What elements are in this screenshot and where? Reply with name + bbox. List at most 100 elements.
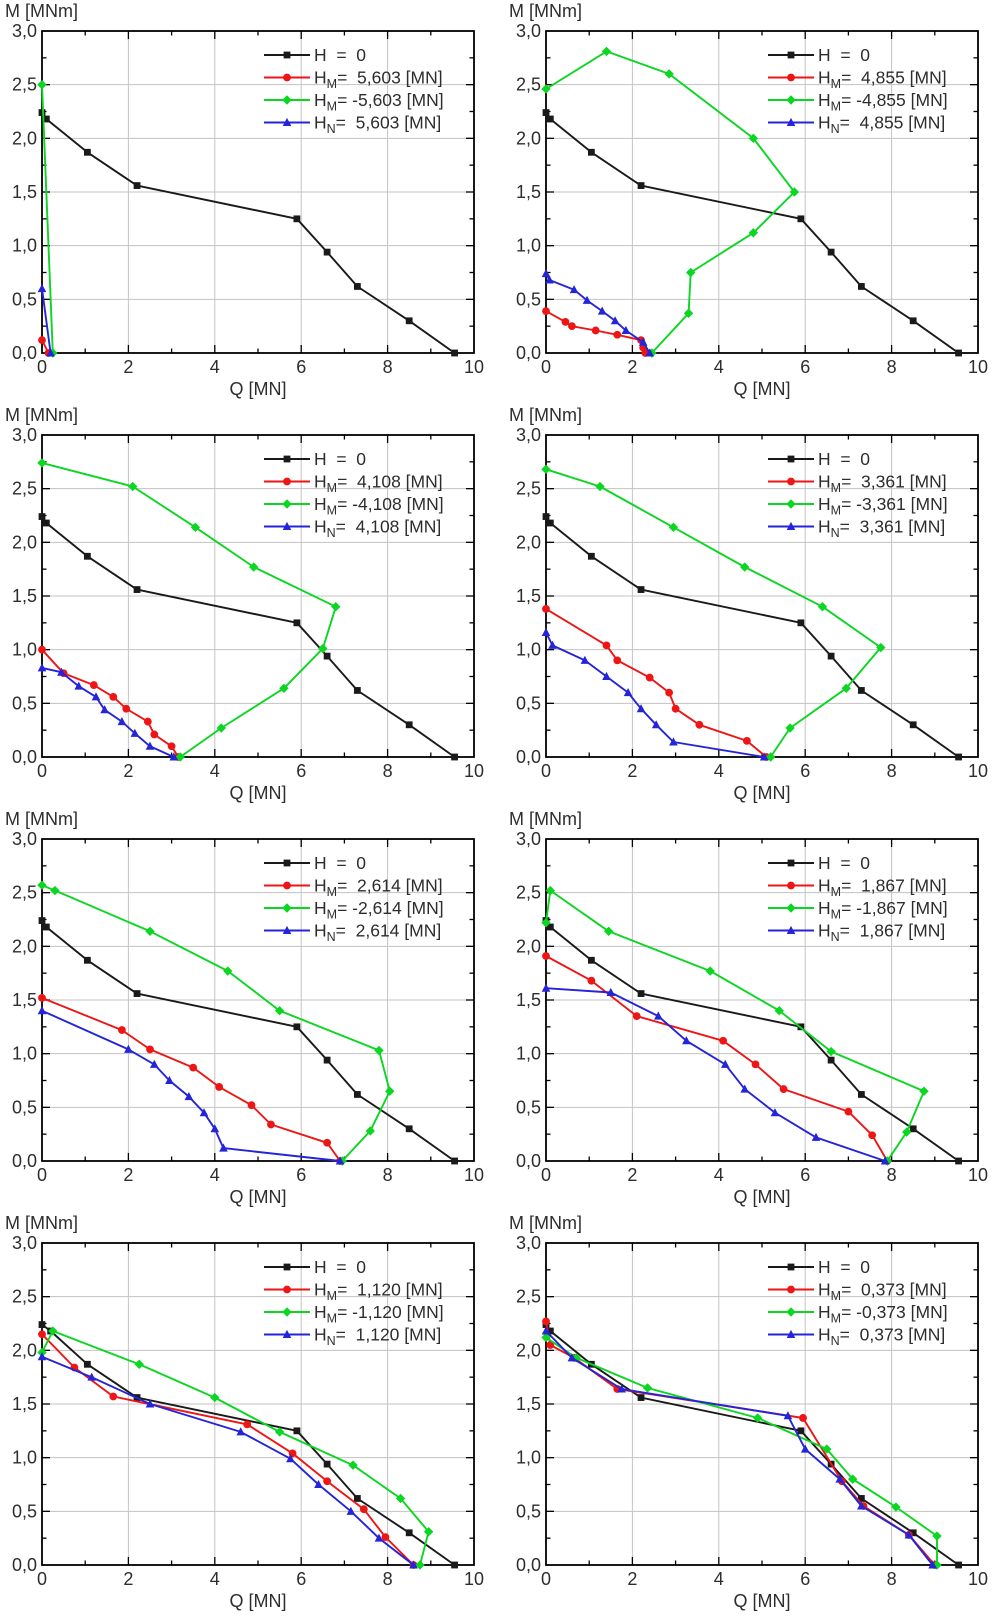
chart-1-svg: H = 0 HM= 5,603 [MN]HM= -5,603 [MN]HN= 5,… [5,1,484,399]
legend-label: HN= 1,867 [MN] [818,921,945,945]
svg-text:0: 0 [541,1569,551,1589]
svg-text:1,5: 1,5 [12,586,37,606]
svg-text:2: 2 [123,357,133,377]
svg-text:8: 8 [383,1569,393,1589]
series-H0 [38,109,458,357]
series-HM_pos-line [41,997,341,1162]
svg-text:2: 2 [123,761,133,781]
gridlines [546,839,978,1161]
svg-text:2,0: 2,0 [516,128,541,148]
svg-text:2,5: 2,5 [516,479,541,499]
axis-ticks [42,31,474,353]
series-H0 [542,109,962,357]
svg-text:0,5: 0,5 [516,693,541,713]
svg-text:6: 6 [296,1569,306,1589]
svg-text:0,5: 0,5 [516,1097,541,1117]
y-tick-labels: 0,0 0,5 1,0 1,5 2,0 2,5 3,0 [12,829,37,1171]
x-axis-label: Q [MN] [734,1187,791,1207]
svg-text:8: 8 [383,357,393,377]
svg-text:0,5: 0,5 [12,1097,37,1117]
series-HM_neg-line [41,84,54,354]
svg-text:3,0: 3,0 [12,21,37,41]
svg-text:2,0: 2,0 [516,936,541,956]
svg-text:3,0: 3,0 [12,829,37,849]
legend-label: H = 0 [314,45,366,65]
svg-text:0: 0 [37,761,47,781]
legend-label: HM= 2,614 [MN] [314,876,443,900]
svg-text:0: 0 [541,357,551,377]
x-tick-labels: 0 2 4 6 8 10 [37,761,484,781]
svg-text:3,0: 3,0 [12,1233,37,1253]
svg-text:0,0: 0,0 [12,1555,37,1575]
svg-text:1,0: 1,0 [12,640,37,660]
series-HM_pos-line [545,608,767,758]
svg-text:1,0: 1,0 [516,236,541,256]
legend-label: H = 0 [314,449,366,469]
legend: H = 0 HM= 2,614 [MN]HM= -2,614 [MN]HN= 2,… [264,853,444,944]
svg-text:10: 10 [464,761,484,781]
axis-ticks [42,1243,474,1565]
series-H0 [542,1321,962,1569]
svg-text:2,5: 2,5 [12,75,37,95]
svg-text:2,0: 2,0 [12,936,37,956]
x-axis-label: Q [MN] [734,1591,791,1611]
svg-text:10: 10 [968,761,988,781]
x-axis-label: Q [MN] [230,1187,287,1207]
legend-label: H = 0 [818,853,870,873]
x-tick-labels: 0 2 4 6 8 10 [541,357,988,377]
series-H0 [38,513,458,761]
legend-label: HN= 2,614 [MN] [314,921,441,945]
svg-text:2,0: 2,0 [12,128,37,148]
svg-text:0,0: 0,0 [12,343,37,363]
series-H0-line [41,112,456,354]
y-tick-labels: 0,0 0,5 1,0 1,5 2,0 2,5 3,0 [516,1233,541,1575]
legend: H = 0 HM= 1,867 [MN]HM= -1,867 [MN]HN= 1,… [768,853,948,944]
plot-frame [41,30,475,354]
legend: H = 0 HM= 3,361 [MN]HM= -3,361 [MN]HN= 3,… [768,449,948,540]
svg-text:0: 0 [37,1165,47,1185]
x-axis-label: Q [MN] [230,1591,287,1611]
series-HN [541,983,890,1165]
svg-text:0,0: 0,0 [516,747,541,767]
x-tick-labels: 0 2 4 6 8 10 [541,1165,988,1185]
series-HM_pos-line [41,1333,415,1566]
chart-3-svg: H = 0 HM= 4,108 [MN]HM= -4,108 [MN]HN= 4,… [5,405,484,803]
svg-text:1,0: 1,0 [12,1448,37,1468]
legend-label: H = 0 [314,853,366,873]
svg-text:2,0: 2,0 [516,532,541,552]
gridlines [42,1243,474,1565]
legend-label: HM= 4,108 [MN] [314,472,443,496]
chart-6: H = 0 HM= 1,867 [MN] HM= -1,867 [MN] HN= 1,… [504,808,1008,1212]
y-tick-labels: 0,0 0,5 1,0 1,5 2,0 2,5 3,0 [516,21,541,363]
series-HN [541,268,654,357]
series-HN [541,627,769,761]
legend-label: HM= -4,108 [MN] [314,494,444,518]
svg-text:1,0: 1,0 [516,640,541,660]
svg-text:10: 10 [464,357,484,377]
x-axis-label: Q [MN] [734,379,791,399]
legend-label: HN= 3,361 [MN] [818,517,945,541]
svg-text:4: 4 [210,1165,220,1185]
legend: H = 0 HM= 4,108 [MN]HM= -4,108 [MN]HN= 4,… [264,449,444,540]
series-HM_neg [37,458,341,762]
svg-text:6: 6 [296,761,306,781]
svg-text:2,5: 2,5 [12,479,37,499]
svg-text:0,0: 0,0 [516,1151,541,1171]
series-HN-line [545,273,651,354]
legend: H = 0 HM= 1,120 [MN]HM= -1,120 [MN]HN= 1,… [264,1257,444,1348]
x-axis-label: Q [MN] [230,379,287,399]
y-axis-label: M [MNm] [509,1213,582,1233]
svg-text:4: 4 [714,1569,724,1589]
svg-text:1,5: 1,5 [516,990,541,1010]
legend-label: H = 0 [818,1257,870,1277]
svg-text:2,5: 2,5 [516,75,541,95]
svg-text:8: 8 [887,357,897,377]
svg-text:3,0: 3,0 [516,425,541,445]
svg-text:0,5: 0,5 [12,693,37,713]
series-HN [37,1006,345,1165]
svg-text:0,5: 0,5 [12,1501,37,1521]
series-HM_neg [541,46,800,358]
series-H0-line [41,1323,456,1566]
chart-6-svg: H = 0 HM= 1,867 [MN]HM= -1,867 [MN]HN= 1,… [509,809,988,1207]
gridlines [42,839,474,1161]
